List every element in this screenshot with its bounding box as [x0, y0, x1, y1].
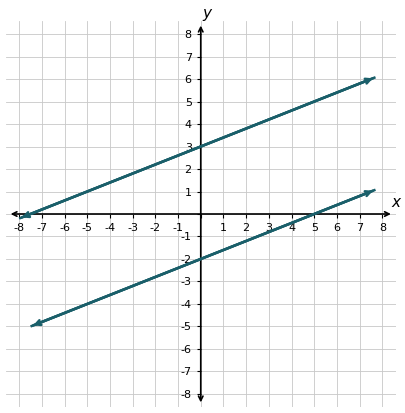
Text: y: y	[201, 5, 211, 21]
Text: x: x	[390, 195, 399, 209]
